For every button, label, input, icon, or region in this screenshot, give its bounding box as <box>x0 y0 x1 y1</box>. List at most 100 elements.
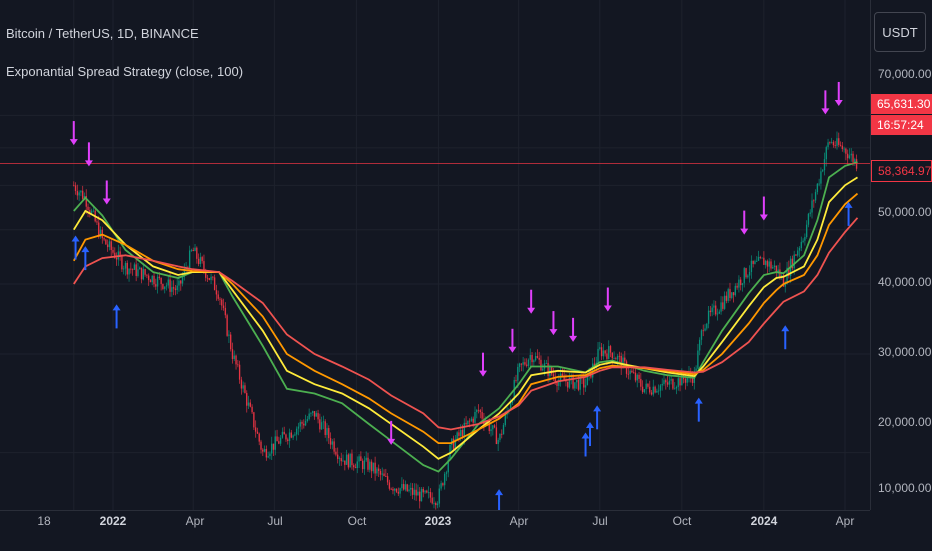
candle-body <box>818 183 820 185</box>
candle-body <box>370 461 373 472</box>
candle-body <box>795 254 797 256</box>
candle-body <box>231 349 234 360</box>
candle-body <box>201 257 203 262</box>
candle-body <box>809 212 811 214</box>
candle-body <box>98 222 100 238</box>
candle-body <box>192 249 194 252</box>
candle-body <box>522 362 524 365</box>
candle-body <box>627 373 630 375</box>
candle-body <box>181 276 184 284</box>
candle-body <box>137 269 139 276</box>
candle-body <box>647 383 649 387</box>
candle-body <box>342 460 344 462</box>
candle-body <box>663 380 665 384</box>
candle-body <box>156 276 159 287</box>
candle-body <box>711 307 713 313</box>
candle-body <box>679 378 681 386</box>
candle-body <box>347 454 350 468</box>
indicator-label[interactable]: Exponantial Spread Strategy (close, 100) <box>6 64 244 79</box>
buy-signal-arrowhead <box>581 432 590 439</box>
candle-body <box>240 379 243 389</box>
current-price-tag: 65,631.30 <box>871 94 932 114</box>
candle-body <box>458 432 460 436</box>
candle-body <box>226 315 228 336</box>
candle-body <box>805 224 808 238</box>
candle-body <box>301 422 303 424</box>
candle-body <box>399 488 401 494</box>
time-tick: 2022 <box>99 514 127 528</box>
candle-body <box>142 269 145 280</box>
price-chart[interactable] <box>0 0 870 510</box>
candle-body <box>306 419 309 421</box>
candle-body <box>210 276 212 280</box>
price-tick-50000: 50,000.00 <box>878 205 932 219</box>
candle-body <box>807 213 810 225</box>
candle-body <box>481 412 483 419</box>
candle-body <box>574 382 576 389</box>
candle-body <box>317 413 319 420</box>
candle-body <box>256 431 259 434</box>
candle-body <box>754 261 756 264</box>
candle-body <box>722 302 724 309</box>
candle-body <box>718 311 720 314</box>
candle-body <box>782 275 785 287</box>
candle-body <box>128 268 130 275</box>
candle-body <box>106 244 109 248</box>
candle-body <box>665 380 667 383</box>
candle-body <box>402 484 405 490</box>
candle-body <box>415 489 417 496</box>
candle-body <box>825 147 827 160</box>
candle-body <box>467 420 469 425</box>
candle-body <box>215 290 218 295</box>
candle-body <box>575 379 578 383</box>
candle-body <box>615 358 617 360</box>
candle-body <box>652 386 655 395</box>
candle-body <box>509 403 512 410</box>
time-axis[interactable] <box>0 510 870 551</box>
candle-body <box>668 380 671 385</box>
price-axis[interactable] <box>870 0 932 510</box>
candle-body <box>834 145 836 146</box>
candle-body <box>351 453 353 466</box>
candle-body <box>540 359 542 371</box>
candle-body <box>208 278 210 280</box>
candle-body <box>336 454 339 459</box>
candle-body <box>620 356 622 369</box>
candle-body <box>495 427 498 444</box>
candle-body <box>203 261 205 270</box>
candle-body <box>427 492 430 493</box>
candle-body <box>823 159 826 171</box>
candle-body <box>112 249 114 253</box>
ema-line <box>73 217 859 431</box>
sell-signal-arrowhead <box>834 99 843 106</box>
candle-body <box>700 330 703 340</box>
candle-body <box>360 456 362 461</box>
candle-body <box>440 483 442 489</box>
candle-body <box>406 484 408 492</box>
candle-body <box>260 441 262 450</box>
candle-body <box>527 359 530 366</box>
candle-body <box>153 275 155 285</box>
candle-body <box>110 241 112 250</box>
candle-body <box>176 285 178 291</box>
candle-body <box>90 210 93 214</box>
candle-body <box>92 210 95 212</box>
currency-button[interactable]: USDT <box>874 12 926 52</box>
candle-body <box>820 171 822 184</box>
candle-body <box>171 287 173 292</box>
candle-body <box>593 363 596 366</box>
candle-body <box>843 148 845 150</box>
candle-body <box>411 487 414 495</box>
candle-body <box>190 249 193 251</box>
candle-body <box>105 239 107 245</box>
candle-body <box>695 368 697 371</box>
time-tick: Apr <box>835 514 855 528</box>
candle-body <box>420 488 423 502</box>
candle-body <box>770 261 772 269</box>
candle-body <box>798 248 801 251</box>
candle-body <box>600 347 603 357</box>
candle-body <box>247 402 250 406</box>
candle-body <box>365 457 367 461</box>
candle-body <box>271 443 273 454</box>
candle-countdown: 16:57:24 <box>871 115 932 135</box>
